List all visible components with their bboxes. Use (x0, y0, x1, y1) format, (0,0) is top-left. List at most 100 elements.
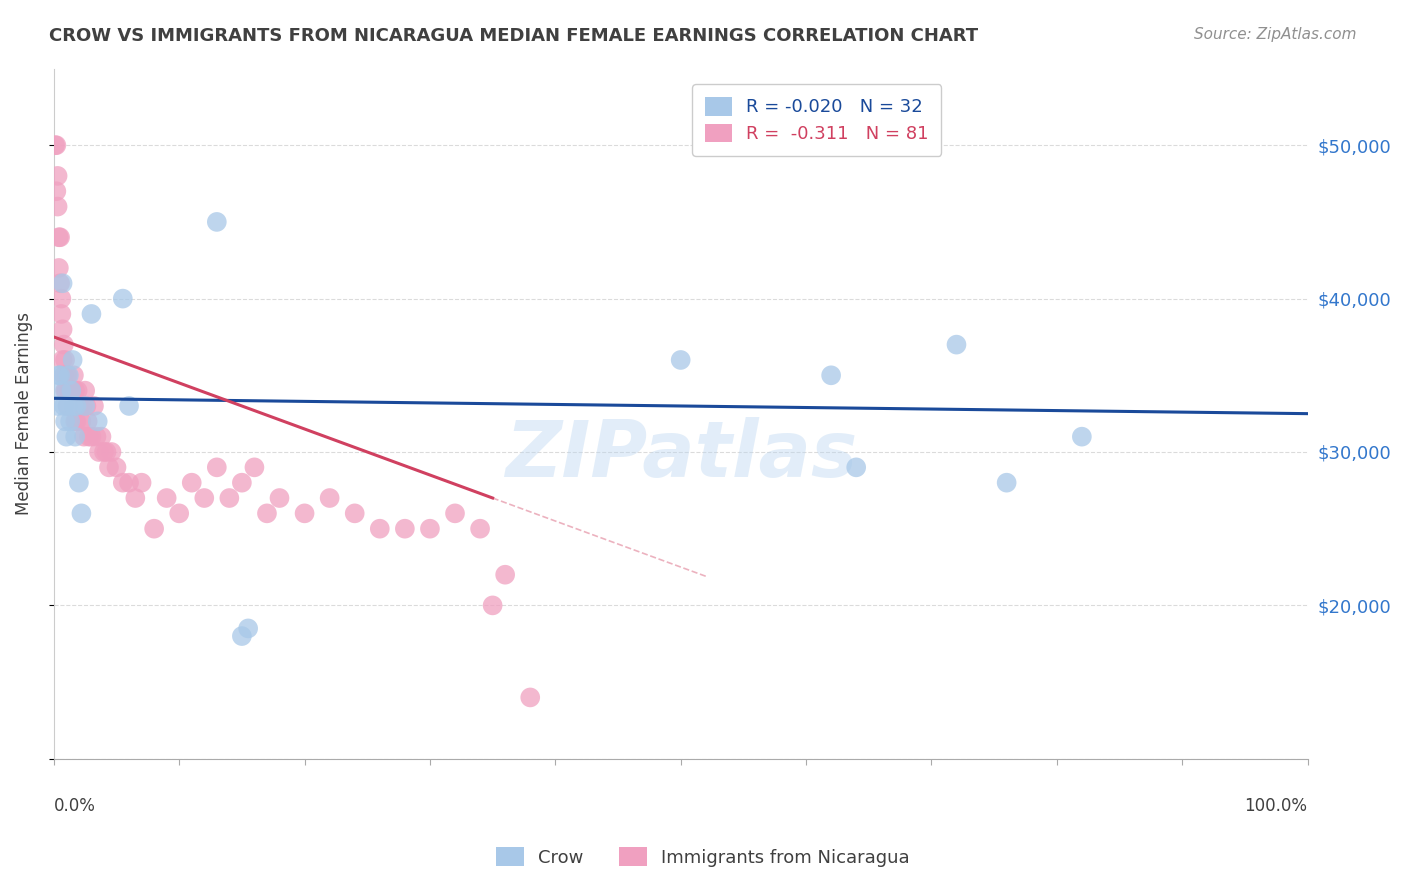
Point (111, 292, 134, 306)
Legend: R = -0.020   N = 32, R =  -0.311   N = 81: R = -0.020 N = 32, R = -0.311 N = 81 (692, 85, 941, 155)
Point (231, 629, 253, 643)
Y-axis label: Median Female Earnings: Median Female Earnings (15, 312, 32, 516)
Point (80, 307, 103, 321)
Point (494, 567, 516, 582)
Point (845, 460, 868, 475)
Point (52, 353, 75, 368)
Point (48, 368, 70, 383)
Point (53, 384, 76, 398)
Point (368, 522, 391, 536)
Point (63, 384, 86, 398)
Text: 100.0%: 100.0% (1244, 797, 1308, 814)
Point (180, 475, 202, 490)
Point (63, 414, 86, 428)
Point (83, 399, 105, 413)
Point (60, 399, 83, 413)
Point (60, 384, 83, 398)
Point (96, 445, 118, 459)
Point (56, 399, 79, 413)
Point (131, 475, 153, 490)
Text: CROW VS IMMIGRANTS FROM NICARAGUA MEDIAN FEMALE EARNINGS CORRELATION CHART: CROW VS IMMIGRANTS FROM NICARAGUA MEDIAN… (49, 27, 979, 45)
Point (45, 138, 67, 153)
Point (52, 337, 75, 351)
Point (65, 399, 87, 413)
Text: 0.0%: 0.0% (53, 797, 96, 814)
Point (167, 507, 190, 521)
Point (56, 399, 79, 413)
Point (70, 414, 93, 428)
Point (444, 507, 467, 521)
Point (63, 399, 86, 413)
Point (269, 491, 291, 505)
Point (55, 430, 77, 444)
Text: ZIPatlas: ZIPatlas (505, 417, 856, 493)
Point (62, 384, 84, 398)
Point (87, 445, 110, 459)
Point (205, 215, 228, 229)
Point (56, 368, 79, 383)
Point (63, 368, 86, 383)
Point (468, 522, 491, 536)
Point (55, 384, 77, 398)
Point (294, 507, 316, 521)
Point (63, 430, 86, 444)
Point (59, 384, 82, 398)
Point (72, 399, 94, 413)
Point (86, 414, 108, 428)
Point (59, 414, 82, 428)
Point (75, 399, 97, 413)
Point (111, 475, 134, 490)
Point (156, 491, 179, 505)
Point (75, 384, 97, 398)
Text: Source: ZipAtlas.com: Source: ZipAtlas.com (1194, 27, 1357, 42)
Point (256, 507, 278, 521)
Point (77, 430, 100, 444)
Point (343, 507, 366, 521)
Point (62, 353, 84, 368)
Point (100, 445, 122, 459)
Point (118, 399, 141, 413)
Point (65, 399, 87, 413)
Point (90, 430, 112, 444)
Point (98, 460, 121, 475)
Point (318, 491, 340, 505)
Point (73, 430, 96, 444)
Point (58, 399, 80, 413)
Point (945, 337, 967, 351)
Point (66, 384, 89, 398)
Point (46, 200, 69, 214)
Point (70, 507, 93, 521)
Point (49, 277, 72, 291)
Point (49, 368, 72, 383)
Point (46, 399, 69, 413)
Point (48, 260, 70, 275)
Point (124, 491, 146, 505)
Point (394, 522, 416, 536)
Point (44, 138, 66, 153)
Point (51, 307, 73, 321)
Point (52, 399, 75, 413)
Point (55, 368, 77, 383)
Point (519, 690, 541, 705)
Point (995, 475, 1018, 490)
Point (51, 384, 73, 398)
Point (48, 230, 70, 244)
Point (76, 414, 98, 428)
Point (820, 368, 842, 383)
Point (60, 384, 83, 398)
Point (62, 399, 84, 413)
Point (46, 169, 69, 183)
Point (52, 277, 75, 291)
Point (236, 621, 259, 635)
Point (231, 475, 253, 490)
Point (481, 599, 503, 613)
Point (205, 460, 228, 475)
Point (669, 353, 692, 368)
Point (75, 399, 97, 413)
Point (59, 399, 82, 413)
Point (80, 430, 103, 444)
Point (193, 491, 215, 505)
Point (51, 292, 73, 306)
Point (67, 475, 90, 490)
Point (1070, 430, 1092, 444)
